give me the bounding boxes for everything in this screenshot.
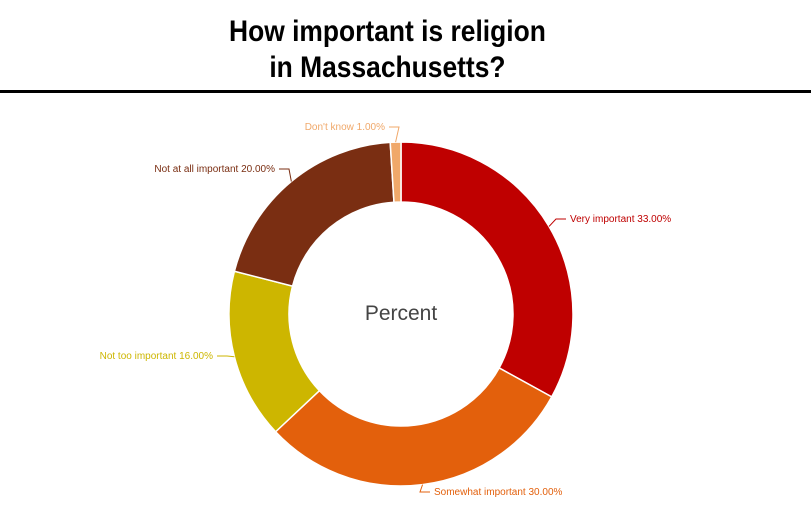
donut-slice-1[interactable] bbox=[274, 366, 553, 487]
donut-slice-4[interactable] bbox=[389, 141, 402, 204]
title-divider bbox=[0, 90, 811, 93]
slice-label-4: Don't know 1.00% bbox=[305, 122, 385, 133]
leader-line-3 bbox=[279, 168, 292, 182]
slice-labels: Very important 33.00% Somewhat important … bbox=[100, 122, 672, 498]
leader-line-0 bbox=[548, 218, 566, 227]
leader-line-1 bbox=[419, 484, 430, 493]
leader-line-4 bbox=[389, 126, 400, 143]
slice-label-3: Not at all important 20.00% bbox=[154, 164, 275, 175]
chart-title: How important is religion in Massachuset… bbox=[46, 14, 728, 86]
leader-lines bbox=[217, 126, 566, 493]
slice-label-1: Somewhat important 30.00% bbox=[434, 487, 563, 498]
chart-title-line-1: How important is religion bbox=[229, 15, 546, 48]
slice-label-0: Very important 33.00% bbox=[570, 214, 671, 225]
donut-slices bbox=[228, 141, 574, 487]
donut-slice-0[interactable] bbox=[400, 141, 574, 398]
chart-title-line-2: in Massachusetts? bbox=[269, 51, 506, 84]
slice-label-2: Not too important 16.00% bbox=[100, 351, 214, 362]
donut-center-label: Percent bbox=[365, 302, 438, 325]
leader-line-2 bbox=[217, 355, 235, 358]
